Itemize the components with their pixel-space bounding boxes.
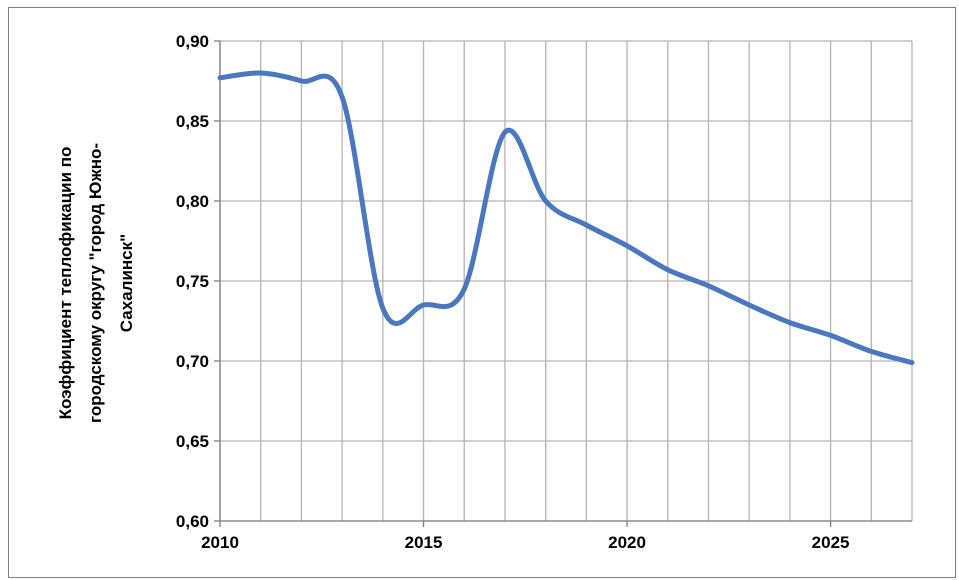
y-tick-label: 0,75 [176,272,209,291]
chart-frame: 0,60 0,65 0,70 0,75 0,80 0,85 0,90 2010 2015 2020… [8,7,956,578]
y-axis-label-line: Сахалинск" [117,234,136,332]
x-tick-label: 2025 [812,533,850,552]
y-axis-label: Коэффициент теплофикации по городскому ок… [56,143,136,423]
y-tick-label: 0,90 [176,32,209,51]
y-tick-label: 0,60 [176,512,209,531]
x-tick-label: 2020 [608,533,646,552]
series-line [217,70,915,366]
y-axis-label-line: городскому округу "город Южно- [86,143,105,423]
y-axis-label-line: Коэффициент теплофикации по [56,147,75,420]
y-tick-label: 0,70 [176,352,209,371]
y-tick-label: 0,80 [176,192,209,211]
x-tick-label: 2015 [405,533,443,552]
x-tick-label: 2010 [201,533,239,552]
grid-layer [219,40,913,522]
y-tick-label: 0,65 [176,432,209,451]
ticks-layer: 0,60 0,65 0,70 0,75 0,80 0,85 0,90 2010 2015 2020… [176,32,850,552]
series-layer [217,70,915,366]
line-chart: 0,60 0,65 0,70 0,75 0,80 0,85 0,90 2010 2015 2020… [56,32,915,552]
y-tick-label: 0,85 [176,112,209,131]
